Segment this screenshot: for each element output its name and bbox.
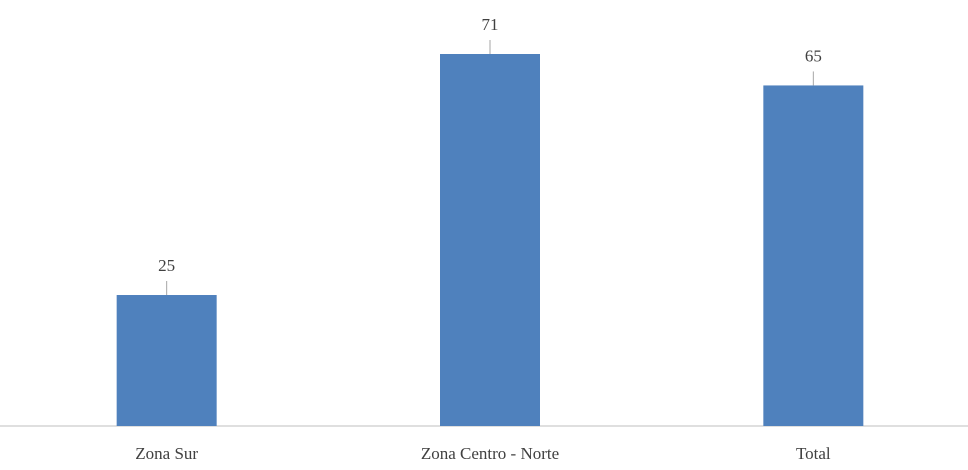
data-label: 25	[158, 256, 175, 275]
data-label: 71	[482, 15, 499, 34]
x-tick-label: Total	[796, 444, 831, 463]
x-tick-label: Zona Sur	[135, 444, 198, 463]
data-label: 65	[805, 46, 822, 65]
bar	[440, 54, 540, 426]
bar	[116, 295, 217, 426]
bar	[763, 85, 864, 427]
x-tick-label: Zona Centro - Norte	[421, 444, 559, 463]
